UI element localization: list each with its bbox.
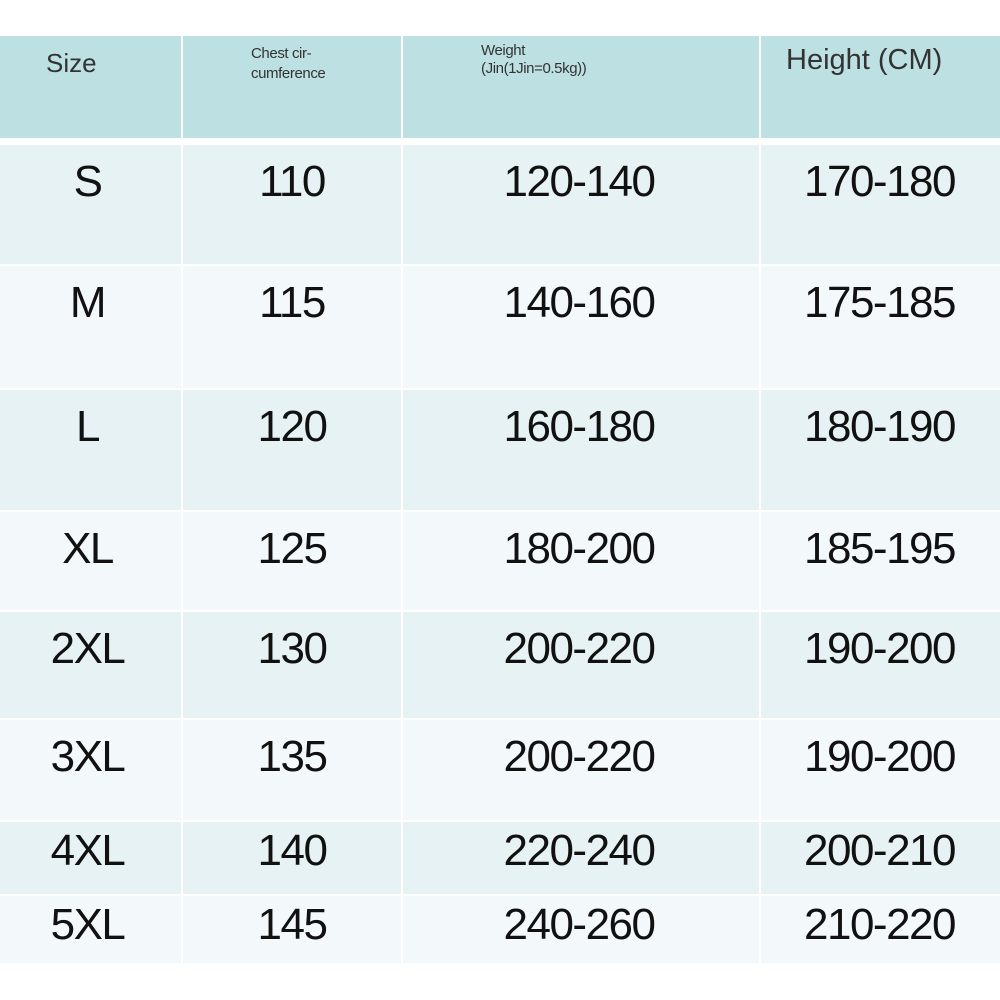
header-weight: Weight (Jin(1Jin=0.5kg)) (403, 36, 759, 138)
header-weight-line2: (Jin(1Jin=0.5kg)) (481, 60, 587, 77)
table-row: M 115 140-160 175-185 (0, 266, 1000, 388)
weight-value: 160-180 (503, 402, 656, 451)
weight-value: 140-160 (503, 278, 656, 327)
weight-value: 240-260 (503, 900, 656, 949)
height-value: 185-195 (804, 524, 956, 573)
height-value: 190-200 (804, 732, 956, 781)
size-value: 2XL (50, 624, 126, 673)
height-value: 200-210 (804, 826, 956, 875)
cell-chest: 145 (183, 896, 401, 963)
weight-value: 200-220 (503, 732, 656, 781)
cell-weight: 140-160 (403, 266, 759, 388)
cell-weight: 120-140 (403, 145, 759, 264)
chest-value: 130 (257, 624, 328, 673)
header-chest: Chest cir-cumference (183, 36, 401, 138)
table-row: 5XL 145 240-260 210-220 (0, 896, 1000, 963)
size-value: 5XL (50, 900, 126, 949)
chest-value: 110 (259, 157, 326, 206)
weight-value: 120-140 (503, 157, 656, 206)
size-value: XL (62, 524, 114, 573)
chest-value: 135 (257, 732, 328, 781)
cell-height: 190-200 (761, 612, 1000, 718)
table-row: S 110 120-140 170-180 (0, 145, 1000, 264)
cell-size: 4XL (0, 822, 181, 894)
cell-chest: 120 (183, 390, 401, 510)
cell-weight: 160-180 (403, 390, 759, 510)
cell-chest: 125 (183, 512, 401, 610)
header-chest-line2: cumference (251, 65, 326, 82)
table-row: 3XL 135 200-220 190-200 (0, 720, 1000, 820)
chest-value: 125 (257, 524, 328, 573)
size-value: M (69, 278, 107, 327)
header-height: Height (CM) (761, 36, 1000, 138)
chest-value: 120 (257, 402, 328, 451)
height-value: 210-220 (804, 900, 956, 949)
cell-size: M (0, 266, 181, 388)
header-size: Size (0, 36, 181, 138)
cell-chest: 115 (183, 266, 401, 388)
cell-height: 180-190 (761, 390, 1000, 510)
cell-size: 5XL (0, 896, 181, 963)
cell-chest: 140 (183, 822, 401, 894)
cell-chest: 110 (183, 145, 401, 264)
height-value: 170-180 (804, 157, 956, 206)
cell-height: 170-180 (761, 145, 1000, 264)
cell-size: 2XL (0, 612, 181, 718)
table-row: L 120 160-180 180-190 (0, 390, 1000, 510)
size-value: 3XL (50, 732, 126, 781)
header-weight-line1: Weight (481, 42, 526, 59)
weight-value: 180-200 (503, 524, 656, 573)
cell-weight: 180-200 (403, 512, 759, 610)
cell-weight: 220-240 (403, 822, 759, 894)
cell-weight: 200-220 (403, 720, 759, 820)
height-value: 190-200 (804, 624, 956, 673)
height-value: 175-185 (804, 278, 956, 327)
cell-height: 200-210 (761, 822, 1000, 894)
cell-chest: 135 (183, 720, 401, 820)
weight-value: 200-220 (503, 624, 656, 673)
cell-size: XL (0, 512, 181, 610)
cell-height: 190-200 (761, 720, 1000, 820)
table-row: 4XL 140 220-240 200-210 (0, 822, 1000, 894)
cell-size: S (0, 145, 181, 264)
cell-height: 210-220 (761, 896, 1000, 963)
chest-value: 145 (257, 900, 328, 949)
chest-value: 140 (257, 826, 328, 875)
size-value: L (76, 402, 100, 451)
header-row: Size Chest cir-cumference Weight (Jin(1Ji… (0, 36, 1000, 138)
cell-height: 185-195 (761, 512, 1000, 610)
size-value: 4XL (50, 826, 126, 875)
height-value: 180-190 (804, 402, 956, 451)
table-row: XL 125 180-200 185-195 (0, 512, 1000, 610)
cell-size: L (0, 390, 181, 510)
cell-chest: 130 (183, 612, 401, 718)
cell-weight: 200-220 (403, 612, 759, 718)
cell-weight: 240-260 (403, 896, 759, 963)
cell-size: 3XL (0, 720, 181, 820)
size-value: S (73, 157, 103, 206)
cell-height: 175-185 (761, 266, 1000, 388)
header-chest-line1: Chest cir- (251, 45, 312, 62)
weight-value: 220-240 (503, 826, 656, 875)
chest-value: 115 (259, 278, 326, 327)
table-row: 2XL 130 200-220 190-200 (0, 612, 1000, 718)
